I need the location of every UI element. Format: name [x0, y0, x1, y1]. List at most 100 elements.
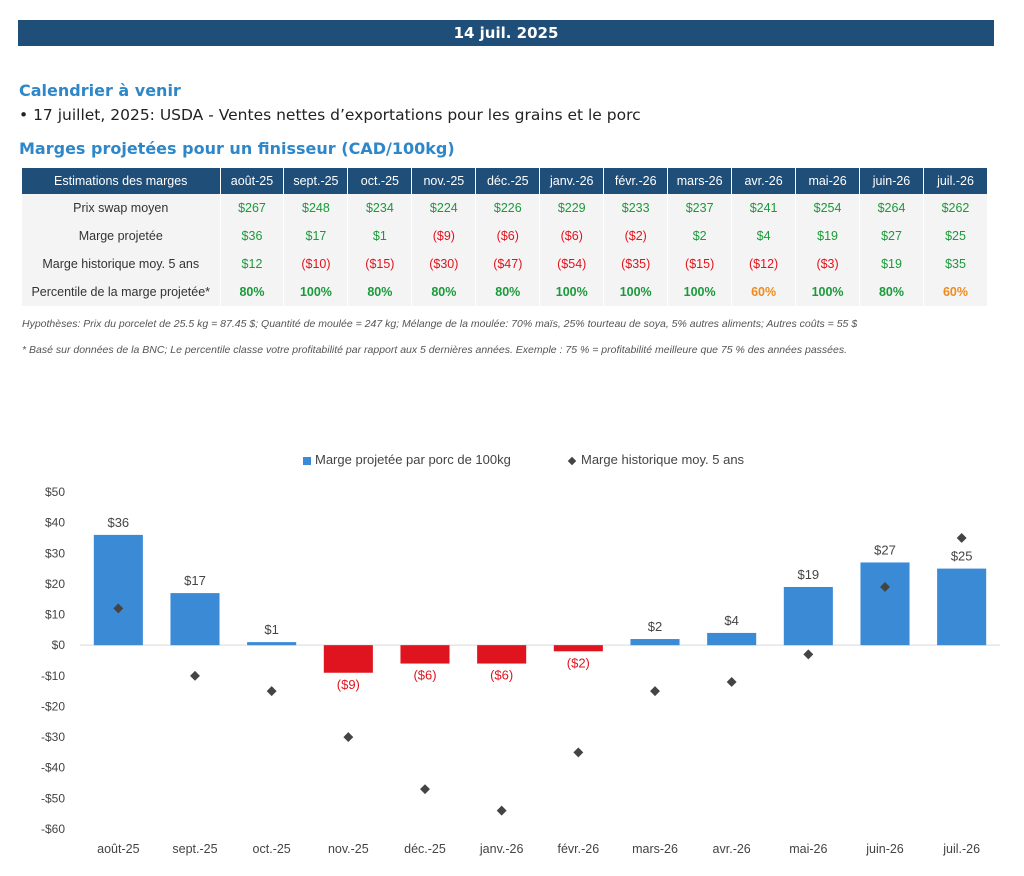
table-header-month: févr.-26	[603, 168, 669, 194]
table-cell: 100%	[795, 278, 861, 306]
bar	[170, 593, 220, 646]
x-tick-label: juin-26	[865, 842, 904, 856]
table-header-month: juil.-26	[923, 168, 989, 194]
y-tick-label: -$30	[41, 730, 65, 744]
legend-bar-swatch	[303, 456, 311, 465]
table-cell: $233	[603, 194, 669, 222]
table-cell: ($35)	[603, 250, 669, 278]
bar-data-label: ($6)	[490, 668, 513, 683]
bar	[400, 645, 450, 664]
y-tick-label: $50	[45, 485, 65, 499]
table-header-label: Estimations des marges	[22, 168, 221, 194]
table-cell: $241	[731, 194, 797, 222]
legend-item-marker: Marge historique moy. 5 ans	[567, 452, 744, 467]
table-cell: ($15)	[667, 250, 733, 278]
table-cell: 80%	[347, 278, 413, 306]
historical-marker	[880, 582, 890, 592]
table-row: Marge historique moy. 5 ans $12 ($10) ($15)…	[22, 250, 989, 278]
legend-item-bar: Marge projetée par porc de 100kg	[303, 452, 511, 467]
table-cell: $264	[859, 194, 924, 222]
table-cell: 60%	[731, 278, 797, 306]
y-tick-label: -$50	[41, 791, 65, 805]
y-tick-label: $40	[45, 516, 65, 530]
table-header-month: nov.-25	[411, 168, 477, 194]
table-header-month: janv.-26	[539, 168, 605, 194]
table-header-month: oct.-25	[347, 168, 413, 194]
table-cell: $4	[731, 222, 797, 250]
table-row: Prix swap moyen $267 $248 $234 $224 $226 $229 $…	[22, 194, 989, 222]
row-label: Marge projetée	[22, 222, 221, 250]
x-tick-label: mars-26	[632, 842, 678, 856]
y-tick-label: $20	[45, 577, 65, 591]
bar	[783, 586, 833, 646]
table-cell: $267	[220, 194, 285, 222]
table-cell: 100%	[283, 278, 349, 306]
table-cell: 80%	[475, 278, 541, 306]
table-cell: 80%	[411, 278, 477, 306]
bar-data-label: ($6)	[413, 668, 436, 683]
table-cell: ($6)	[539, 222, 605, 250]
historical-marker	[420, 784, 430, 795]
bar	[553, 645, 603, 652]
bar-data-label: $17	[184, 573, 206, 588]
x-tick-label: nov.-25	[328, 842, 369, 856]
table-cell: 60%	[923, 278, 989, 306]
margins-title: Marges projetées pour un finisseur (CAD/…	[19, 139, 455, 158]
x-tick-label: juil.-26	[942, 842, 980, 856]
table-cell: ($2)	[603, 222, 669, 250]
margins-table: Estimations des marges août-25 sept.-25 oc…	[22, 168, 989, 306]
row-label: Prix swap moyen	[22, 194, 221, 222]
table-cell: ($10)	[283, 250, 349, 278]
table-cell: ($15)	[347, 250, 413, 278]
table-cell: $35	[923, 250, 989, 278]
y-tick-label: -$40	[41, 761, 65, 775]
table-cell: $17	[283, 222, 349, 250]
historical-marker	[496, 805, 507, 816]
table-header-month: déc.-25	[475, 168, 541, 194]
x-tick-label: oct.-25	[253, 842, 291, 856]
x-tick-label: avr.-26	[713, 842, 751, 856]
y-tick-label: $10	[45, 608, 65, 622]
historical-marker	[726, 676, 737, 687]
table-cell: ($30)	[411, 250, 477, 278]
table-cell: $254	[795, 194, 861, 222]
bar-data-label: $4	[724, 613, 738, 628]
table-cell: $226	[475, 194, 541, 222]
x-tick-label: déc.-25	[404, 842, 446, 856]
table-cell: ($12)	[731, 250, 797, 278]
table-cell: 100%	[603, 278, 669, 306]
bar-data-label: ($9)	[337, 677, 360, 692]
x-tick-label: févr.-26	[557, 842, 599, 856]
bar-data-label: $19	[797, 567, 819, 582]
row-label: Marge historique moy. 5 ans	[22, 250, 221, 278]
bar-data-label: ($2)	[567, 655, 590, 670]
table-cell: $237	[667, 194, 733, 222]
table-cell: 80%	[859, 278, 924, 306]
table-cell: $19	[795, 222, 861, 250]
historical-marker	[650, 686, 660, 697]
x-tick-label: sept.-25	[172, 842, 217, 856]
table-cell: ($3)	[795, 250, 861, 278]
table-cell: ($9)	[411, 222, 477, 250]
row-label: Percentile de la marge projetée*	[22, 278, 221, 306]
x-tick-label: janv.-26	[479, 842, 524, 856]
y-tick-label: $30	[45, 546, 65, 560]
historical-marker	[956, 533, 967, 543]
table-cell: $27	[859, 222, 924, 250]
bar-data-label: $1	[264, 622, 278, 637]
hypotheses-note: Hypothèses: Prix du porcelet de 25.5 kg …	[22, 318, 858, 330]
y-tick-label: -$10	[41, 669, 65, 683]
historical-marker	[190, 670, 200, 681]
table-cell: $1	[347, 222, 413, 250]
table-header-month: sept.-25	[283, 168, 349, 194]
table-cell: $234	[347, 194, 413, 222]
table-cell: $25	[923, 222, 989, 250]
table-header-month: août-25	[220, 168, 285, 194]
table-cell: $36	[220, 222, 285, 250]
table-header-month: avr.-26	[731, 168, 797, 194]
historical-marker	[266, 686, 277, 697]
bar-data-label: $36	[107, 515, 129, 530]
bar	[630, 639, 680, 646]
legend-bar-label: Marge projetée par porc de 100kg	[315, 452, 511, 467]
bar	[937, 568, 987, 646]
